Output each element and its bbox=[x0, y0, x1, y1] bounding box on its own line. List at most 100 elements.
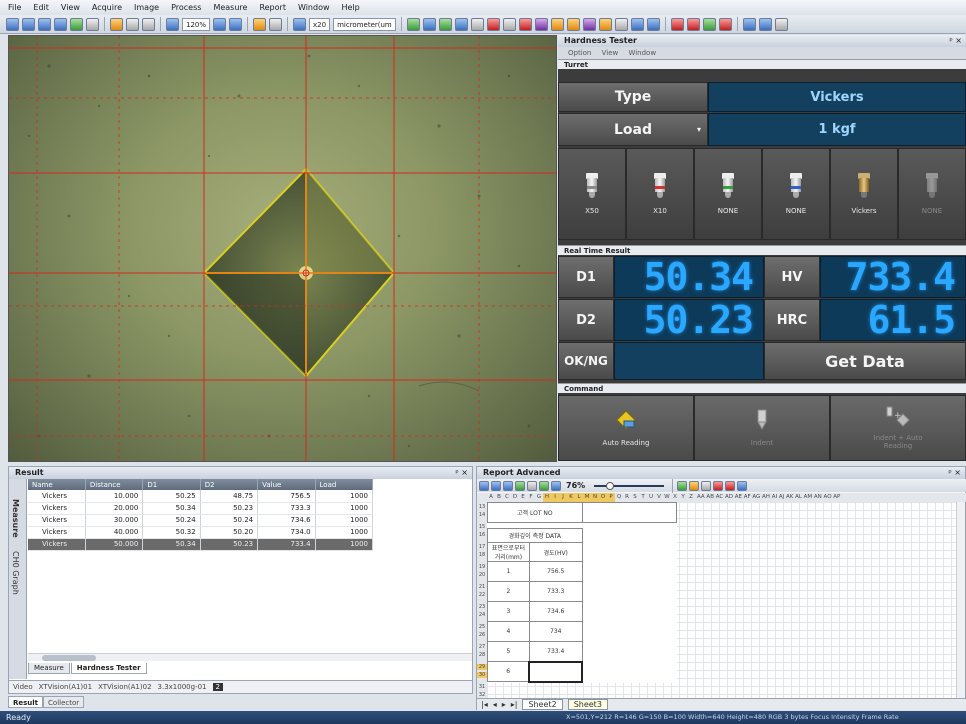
tab-measure[interactable]: Measure bbox=[28, 663, 70, 674]
menu-file[interactable]: File bbox=[8, 3, 22, 12]
insert-icon[interactable] bbox=[677, 480, 688, 491]
report-row-value[interactable]: 734 bbox=[528, 621, 583, 642]
image-icon[interactable] bbox=[689, 480, 700, 491]
turret-position-x10[interactable]: X10 bbox=[626, 148, 694, 240]
report-row-value[interactable]: 733.3 bbox=[528, 581, 583, 602]
unit-combo[interactable]: micrometer(um bbox=[333, 17, 396, 31]
row-header[interactable]: 29 bbox=[477, 664, 487, 670]
column-header[interactable]: Q bbox=[616, 494, 622, 500]
row-header[interactable]: 32 bbox=[478, 692, 486, 698]
row-header[interactable]: 27 bbox=[478, 644, 486, 650]
menu-image[interactable]: Image bbox=[134, 3, 160, 12]
zoom-out-icon[interactable] bbox=[213, 17, 227, 31]
fill-icon[interactable] bbox=[566, 17, 580, 31]
zoom-slider-thumb[interactable] bbox=[606, 481, 615, 490]
vtab-measure[interactable]: Measure bbox=[11, 499, 20, 538]
tab-collector[interactable]: Collector bbox=[43, 696, 85, 708]
tab-image-file[interactable]: 3.3x1000g-01 bbox=[157, 683, 207, 691]
square-icon[interactable] bbox=[758, 17, 772, 31]
pin-close-icon[interactable]: ᵖ × bbox=[948, 468, 961, 477]
report-zoom[interactable]: 76% bbox=[566, 481, 586, 490]
report-icon[interactable] bbox=[686, 17, 700, 31]
menu-edit[interactable]: Edit bbox=[33, 3, 49, 12]
line-icon[interactable] bbox=[422, 17, 436, 31]
column-header[interactable]: U bbox=[648, 494, 654, 500]
column-header[interactable]: O bbox=[599, 493, 607, 502]
row-header[interactable]: 30 bbox=[477, 672, 487, 678]
angle-icon[interactable] bbox=[438, 17, 452, 31]
tab-sheet3[interactable]: Sheet3 bbox=[567, 699, 608, 710]
chart-icon[interactable] bbox=[539, 480, 549, 491]
vertical-scrollbar[interactable] bbox=[956, 502, 965, 698]
report-row-value-active[interactable] bbox=[528, 660, 584, 683]
undo-icon[interactable] bbox=[269, 17, 283, 31]
filter-icon[interactable] bbox=[725, 480, 736, 491]
col-value[interactable]: Value bbox=[257, 479, 316, 490]
column-header[interactable]: V bbox=[657, 494, 661, 500]
star-icon[interactable] bbox=[598, 17, 612, 31]
menu-view[interactable]: View bbox=[60, 3, 80, 12]
tab-xtvision-02[interactable]: XTVision(A1)02 bbox=[98, 683, 152, 691]
stop-icon[interactable] bbox=[126, 17, 139, 31]
menu-acquire[interactable]: Acquire bbox=[91, 3, 123, 12]
fit-icon[interactable] bbox=[229, 17, 243, 31]
get-data-button[interactable]: Get Data bbox=[764, 342, 966, 380]
col-load[interactable]: Load bbox=[315, 479, 374, 490]
row-header[interactable]: 15 bbox=[478, 524, 486, 530]
lot-value[interactable] bbox=[581, 502, 678, 523]
report-row-value[interactable]: 756.5 bbox=[528, 561, 583, 582]
pin-icon[interactable] bbox=[518, 17, 532, 31]
open-icon[interactable] bbox=[22, 17, 35, 31]
record-icon[interactable] bbox=[110, 17, 123, 31]
pause-icon[interactable] bbox=[142, 17, 155, 31]
row-header[interactable]: 26 bbox=[478, 632, 486, 638]
row-header[interactable]: 21 bbox=[478, 584, 486, 590]
col-d2[interactable]: D2 bbox=[200, 479, 259, 490]
column-header[interactable]: C bbox=[505, 494, 509, 500]
table-row-selected[interactable]: Vickers 50.000 50.34 50.23 733.4 1000 bbox=[28, 538, 374, 551]
tab-sheet2[interactable]: Sheet2 bbox=[522, 699, 563, 710]
row-header[interactable]: 24 bbox=[478, 612, 486, 618]
capture-icon[interactable] bbox=[70, 17, 83, 31]
save-icon[interactable] bbox=[38, 17, 51, 31]
row-header[interactable]: 14 bbox=[478, 512, 486, 518]
row-header[interactable]: 31 bbox=[478, 684, 486, 690]
camera-icon[interactable] bbox=[54, 17, 67, 31]
spreadsheet-grid[interactable]: 고객 LOT NO 경화깊이 측정 DATA 표면으로부터거리(mm) 경도(H… bbox=[487, 502, 957, 698]
indent-auto-reading-button[interactable]: + Indent + Auto Reading bbox=[830, 395, 966, 461]
text-icon[interactable] bbox=[502, 17, 516, 31]
text-tool-icon[interactable] bbox=[630, 17, 644, 31]
zoom-combo[interactable]: 120% bbox=[182, 17, 211, 31]
column-header[interactable]: R bbox=[625, 494, 629, 500]
tab-2[interactable]: 2 bbox=[212, 683, 223, 691]
turret-position-none-3[interactable]: NONE bbox=[898, 148, 966, 240]
tab-xtvision-01[interactable]: XTVision(A1)01 bbox=[38, 683, 93, 691]
objective-combo[interactable]: x20 bbox=[309, 17, 331, 31]
indent-button[interactable]: Indent bbox=[694, 395, 830, 461]
vtab-ch0-graph[interactable]: CH0 Graph bbox=[11, 551, 20, 595]
submenu-window[interactable]: Window bbox=[628, 49, 657, 57]
column-header[interactable]: B bbox=[497, 494, 501, 500]
column-header[interactable]: G bbox=[536, 494, 542, 500]
table-row[interactable]: Vickers 40.000 50.32 50.20 734.0 1000 bbox=[28, 526, 374, 539]
column-header[interactable]: T bbox=[641, 494, 645, 500]
menu-window[interactable]: Window bbox=[297, 3, 330, 12]
next-sheet-icon[interactable]: ▸ bbox=[501, 700, 506, 709]
pin-close-icon[interactable]: ᵖ × bbox=[455, 468, 468, 477]
column-header[interactable]: N bbox=[591, 493, 599, 502]
load-dropdown[interactable]: Load ▾ bbox=[558, 113, 708, 146]
tab-video[interactable]: Video bbox=[13, 683, 33, 691]
column-header[interactable]: F bbox=[529, 494, 533, 500]
table-row[interactable]: Vickers 30.000 50.24 50.24 734.6 1000 bbox=[28, 514, 374, 527]
column-header[interactable]: L bbox=[575, 493, 583, 502]
menu-measure[interactable]: Measure bbox=[213, 3, 248, 12]
scrollbar-thumb[interactable] bbox=[42, 655, 96, 661]
rect-icon[interactable] bbox=[454, 17, 468, 31]
turret-position-x50[interactable]: X50 bbox=[558, 148, 626, 240]
zoom-slider[interactable] bbox=[594, 481, 665, 490]
column-header[interactable]: X bbox=[673, 494, 677, 500]
arrow-icon[interactable] bbox=[701, 480, 712, 491]
column-header[interactable]: E bbox=[521, 494, 525, 500]
row-header[interactable]: 23 bbox=[478, 604, 486, 610]
turret-position-none-2[interactable]: NONE bbox=[762, 148, 830, 240]
